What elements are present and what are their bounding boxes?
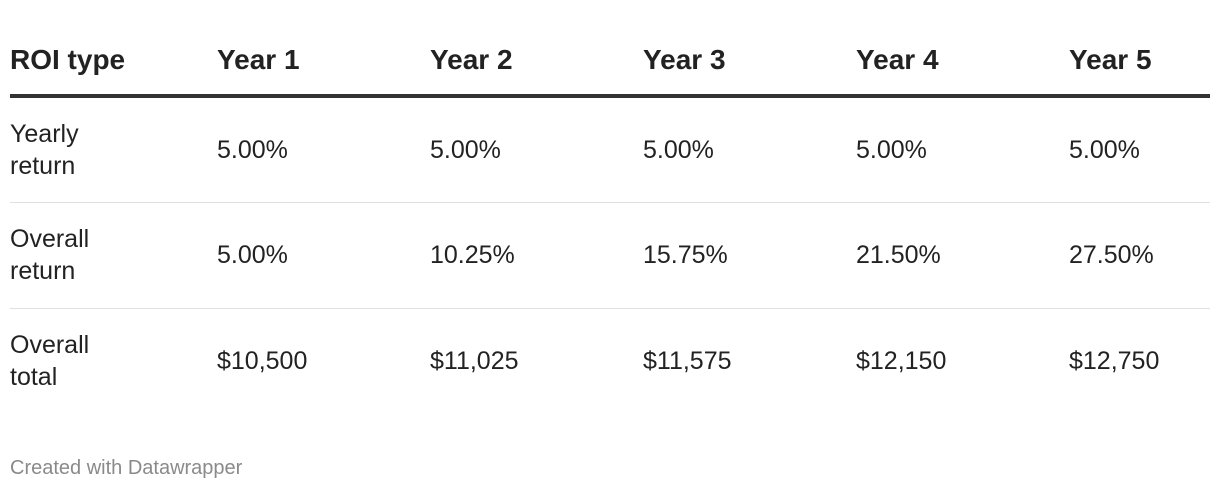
footer-credit: Created with Datawrapper bbox=[10, 457, 243, 479]
value-cell: 5.00% bbox=[430, 96, 643, 203]
value-cell: 5.00% bbox=[217, 96, 430, 203]
value-cell: 5.00% bbox=[217, 202, 430, 309]
column-header: Year 1 bbox=[217, 0, 430, 98]
column-header: Year 4 bbox=[856, 0, 1069, 98]
row-label-cell: Overall return bbox=[10, 202, 217, 309]
column-header: Year 2 bbox=[430, 0, 643, 98]
value-cell: 21.50% bbox=[856, 202, 1069, 309]
value-cell: 27.50% bbox=[1069, 202, 1210, 309]
value-cell: 5.00% bbox=[643, 96, 856, 203]
row-label: Overall total bbox=[10, 331, 90, 392]
value-cell: 5.00% bbox=[1069, 96, 1210, 203]
value-cell: $11,025 bbox=[430, 347, 519, 376]
value-cell: $12,750 bbox=[1069, 347, 1160, 376]
value-cell: 15.75% bbox=[643, 202, 856, 309]
value-cell: $12,150 bbox=[856, 347, 947, 376]
table-body: Yearly return 5.00% 5.00% 5.00% 5.00% 5.00% Ov… bbox=[10, 96, 1210, 414]
row-label-cell: Yearly return bbox=[10, 96, 217, 203]
value-cell: 10.25% bbox=[430, 202, 643, 309]
column-header: Year 3 bbox=[643, 0, 856, 98]
table-row: Yearly return 5.00% 5.00% 5.00% 5.00% 5.00% bbox=[10, 96, 1210, 203]
value-cell: $11,575 bbox=[643, 347, 732, 376]
row-label-cell: Overall total bbox=[10, 308, 217, 414]
roi-table: ROI type Year 1 Year 2 Year 3 Year 4 Year 5 Y… bbox=[10, 0, 1210, 414]
column-header: ROI type bbox=[10, 0, 217, 98]
value-cell: $10,500 bbox=[217, 347, 308, 376]
header-row: ROI type Year 1 Year 2 Year 3 Year 4 Year 5 bbox=[10, 0, 1210, 98]
table-row: Overall return 5.00% 10.25% 15.75% 21.50% 27.… bbox=[10, 202, 1210, 309]
row-label: Overall return bbox=[10, 225, 90, 285]
table-row: Overall total $10,500 $11,025 $11,575 $12,15… bbox=[10, 308, 1210, 414]
row-label: Yearly return bbox=[10, 119, 79, 180]
value-cell: 5.00% bbox=[856, 96, 1069, 203]
column-header: Year 5 bbox=[1069, 0, 1210, 98]
